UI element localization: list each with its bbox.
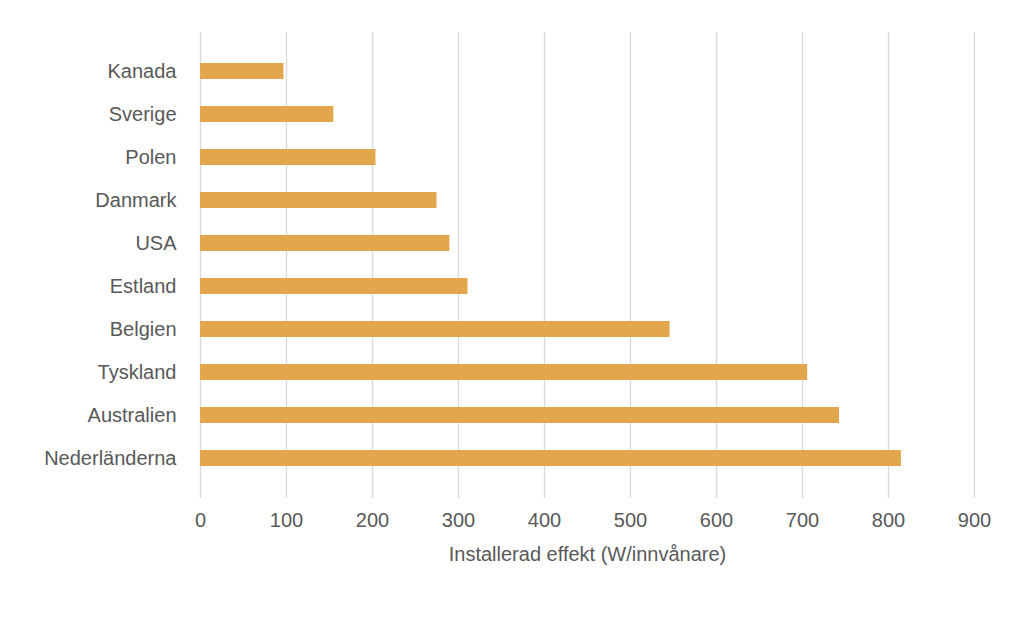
svg-text:300: 300 — [442, 509, 475, 531]
svg-text:600: 600 — [700, 509, 733, 531]
svg-text:700: 700 — [786, 509, 819, 531]
svg-text:500: 500 — [614, 509, 647, 531]
svg-text:Belgien: Belgien — [110, 318, 177, 340]
svg-text:Installerad effekt (W/innvånar: Installerad effekt (W/innvånare) — [449, 543, 727, 565]
svg-text:Tyskland: Tyskland — [98, 361, 177, 383]
svg-text:USA: USA — [135, 232, 177, 254]
svg-text:100: 100 — [270, 509, 303, 531]
svg-text:Polen: Polen — [125, 146, 176, 168]
svg-text:Kanada: Kanada — [108, 60, 178, 82]
svg-text:800: 800 — [872, 509, 905, 531]
svg-text:200: 200 — [356, 509, 389, 531]
svg-text:Nederländerna: Nederländerna — [44, 447, 177, 469]
svg-text:400: 400 — [528, 509, 561, 531]
svg-text:Danmark: Danmark — [95, 189, 177, 211]
svg-text:Sverige: Sverige — [109, 103, 177, 125]
svg-text:Estland: Estland — [110, 275, 177, 297]
svg-text:Australien: Australien — [88, 404, 177, 426]
svg-text:900: 900 — [958, 509, 991, 531]
svg-text:0: 0 — [195, 509, 206, 531]
